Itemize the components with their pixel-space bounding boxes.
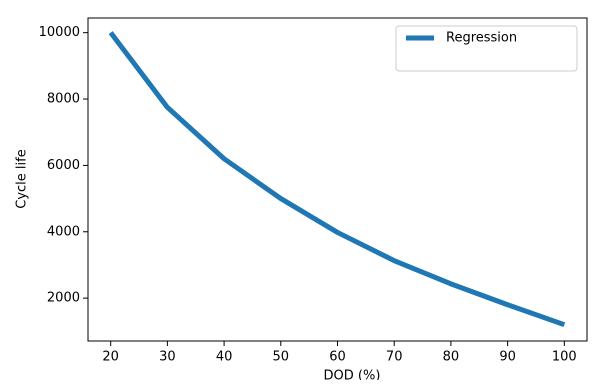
y-axis-label: Cycle life	[15, 149, 30, 208]
x-tick-label: 30	[159, 350, 176, 365]
x-tick-label: 60	[329, 350, 346, 365]
legend-label: Regression	[446, 31, 517, 46]
y-tick-label: 2000	[47, 291, 80, 306]
x-tick-label: 50	[273, 350, 290, 365]
line	[108, 31, 566, 328]
x-tick-label: 70	[386, 350, 403, 365]
x-tick-label: 20	[102, 350, 119, 365]
plot-frame	[87, 17, 588, 342]
x-tick-label: 90	[499, 350, 516, 365]
x-tick-label: 40	[216, 350, 233, 365]
x-tick-label: 80	[443, 350, 460, 365]
y-tick-label: 8000	[47, 92, 80, 107]
y-tick-label: 6000	[47, 158, 80, 173]
legend-box	[395, 25, 578, 72]
y-tick-label: 4000	[47, 224, 80, 239]
x-tick-label: 100	[552, 350, 577, 365]
x-axis-label: DOD (%)	[324, 369, 381, 381]
y-tick-label: 10000	[39, 25, 80, 40]
